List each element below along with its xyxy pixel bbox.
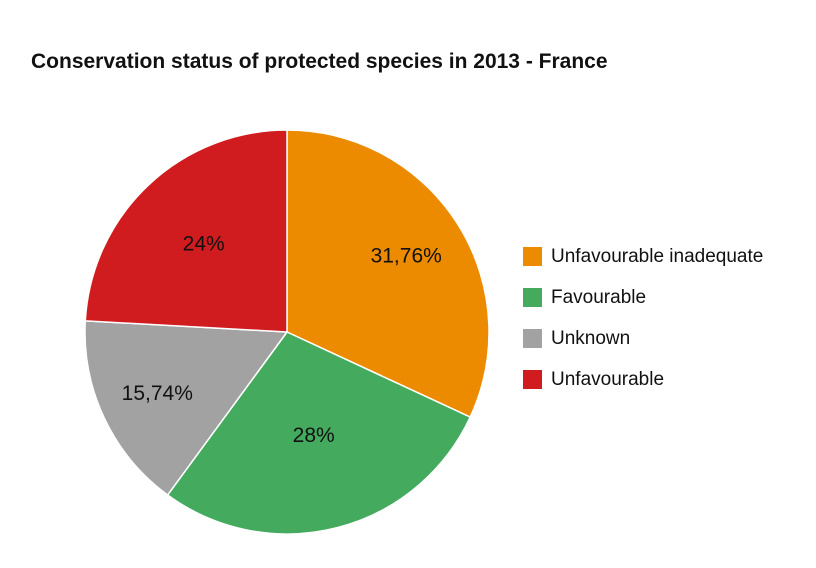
legend-swatch: [523, 247, 542, 266]
slice-unfavourable: [84, 129, 288, 333]
slice-label-unfavourable: 24%: [183, 233, 225, 256]
slice-label-unfavourable-inadequate: 31,76%: [371, 244, 442, 267]
legend-label: Unfavourable: [551, 368, 665, 390]
legend-item-unfavourable: Unfavourable: [523, 359, 763, 400]
slice-label-unknown: 15,74%: [122, 382, 193, 405]
legend-swatch: [523, 329, 542, 348]
legend-swatch: [523, 288, 542, 307]
legend-label: Unfavourable inadequate: [551, 245, 764, 267]
slice-label-favourable: 28%: [293, 424, 335, 447]
pie-slices: [84, 129, 490, 535]
legend-label: Unknown: [551, 327, 631, 349]
legend-item-unfavourable-inadequate: Unfavourable inadequate: [523, 236, 763, 277]
legend-label: Favourable: [551, 286, 647, 308]
legend-item-unknown: Unknown: [523, 318, 763, 359]
slice-unfavourable-inadequate: [286, 129, 490, 419]
legend-item-favourable: Favourable: [523, 277, 763, 318]
slice-unknown: [84, 320, 289, 497]
pie-slice-labels: 31,76% 28% 15,74% 24%: [122, 233, 442, 448]
slice-favourable: [166, 331, 472, 535]
legend: Unfavourable inadequate Favourable Unknown…: [523, 236, 763, 400]
chart-title: Conservation status of protected species…: [31, 50, 608, 73]
legend-swatch: [523, 370, 542, 389]
